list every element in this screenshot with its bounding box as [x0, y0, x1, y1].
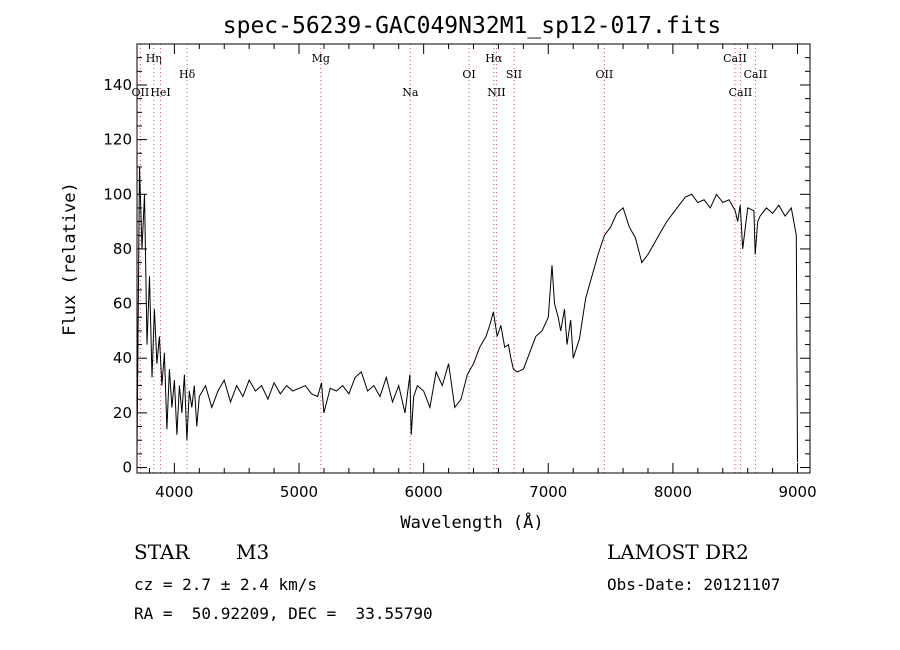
marker-label: OI — [462, 68, 475, 81]
marker-label: Na — [402, 86, 419, 99]
y-tick-label: 80 — [113, 240, 132, 258]
y-axis-label: Flux (relative) — [60, 182, 80, 336]
chart-title: spec-56239-GAC049N32M1_sp12-017.fits — [223, 13, 722, 39]
x-tick-label: 9000 — [778, 483, 816, 501]
marker-label: Hη — [146, 52, 162, 65]
object-class: STAR — [134, 540, 190, 564]
x-tick-label: 7000 — [529, 483, 567, 501]
survey-name: LAMOST DR2 — [607, 540, 749, 564]
marker-label: OII — [132, 86, 150, 99]
y-tick-label: 140 — [103, 76, 132, 94]
observation-date: Obs-Date: 20121107 — [607, 575, 781, 594]
marker-label: HeI — [150, 86, 170, 99]
y-tick-label: 20 — [113, 404, 132, 422]
coordinates: RA = 50.92209, DEC = 33.55790 — [134, 604, 433, 623]
marker-label: CaII — [723, 52, 747, 65]
y-tick-label: 40 — [113, 349, 132, 367]
object-subclass: M3 — [236, 540, 270, 564]
redshift-value: cz = 2.7 ± 2.4 km/s — [134, 575, 318, 594]
x-tick-label: 4000 — [155, 483, 193, 501]
spectrum-line — [136, 166, 798, 463]
y-tick-label: 100 — [103, 185, 132, 203]
marker-label: Mg — [312, 52, 330, 65]
y-tick-label: 120 — [103, 131, 132, 149]
plot-frame — [136, 43, 811, 474]
axis-ticks: 4000 5000 6000 7000 8000 9000 0 20 40 60 80 100 120 1… — [103, 44, 817, 501]
marker-label: NII — [487, 86, 505, 99]
y-tick-label: 0 — [122, 459, 132, 477]
marker-label: CaII — [729, 86, 753, 99]
x-axis-label: Wavelength (Å) — [400, 511, 543, 533]
marker-label: SII — [506, 68, 522, 81]
x-tick-label: 5000 — [280, 483, 318, 501]
marker-label: Hδ — [179, 68, 196, 81]
marker-label: OII — [596, 68, 614, 81]
y-tick-label: 60 — [113, 295, 132, 313]
x-tick-label: 6000 — [405, 483, 443, 501]
marker-label: Hα — [485, 52, 503, 65]
marker-label: CaII — [744, 68, 768, 81]
x-tick-label: 8000 — [654, 483, 692, 501]
